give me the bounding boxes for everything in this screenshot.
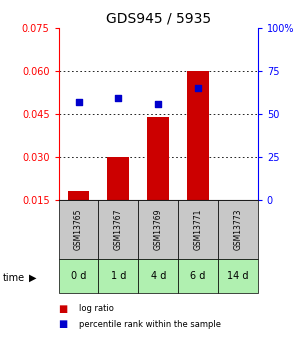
Text: GSM13765: GSM13765 bbox=[74, 209, 83, 250]
Bar bbox=[138, 200, 178, 259]
Text: GSM13771: GSM13771 bbox=[194, 209, 202, 250]
Bar bbox=[178, 200, 218, 259]
Bar bbox=[138, 259, 178, 293]
Text: log ratio: log ratio bbox=[79, 304, 114, 313]
Text: 4 d: 4 d bbox=[151, 271, 166, 281]
Bar bbox=[98, 259, 138, 293]
Text: ■: ■ bbox=[59, 319, 68, 329]
Text: time: time bbox=[3, 273, 25, 283]
Bar bbox=[68, 191, 89, 200]
Point bbox=[156, 101, 161, 106]
Bar bbox=[59, 200, 98, 259]
Bar bbox=[218, 200, 258, 259]
Text: ■: ■ bbox=[59, 304, 68, 314]
Point bbox=[76, 99, 81, 105]
Text: 14 d: 14 d bbox=[227, 271, 249, 281]
Text: 6 d: 6 d bbox=[190, 271, 206, 281]
Point bbox=[196, 85, 200, 91]
Bar bbox=[98, 200, 138, 259]
Text: GSM13767: GSM13767 bbox=[114, 209, 123, 250]
Text: GSM13769: GSM13769 bbox=[154, 209, 163, 250]
Text: GSM13773: GSM13773 bbox=[234, 209, 242, 250]
Bar bbox=[178, 259, 218, 293]
Text: 0 d: 0 d bbox=[71, 271, 86, 281]
Text: percentile rank within the sample: percentile rank within the sample bbox=[79, 320, 221, 329]
Title: GDS945 / 5935: GDS945 / 5935 bbox=[106, 11, 211, 25]
Bar bbox=[59, 259, 98, 293]
Bar bbox=[187, 71, 209, 200]
Text: ▶: ▶ bbox=[29, 273, 37, 283]
Point bbox=[116, 96, 121, 101]
Text: 1 d: 1 d bbox=[111, 271, 126, 281]
Bar bbox=[218, 259, 258, 293]
Bar bbox=[108, 157, 129, 200]
Bar bbox=[147, 117, 169, 200]
